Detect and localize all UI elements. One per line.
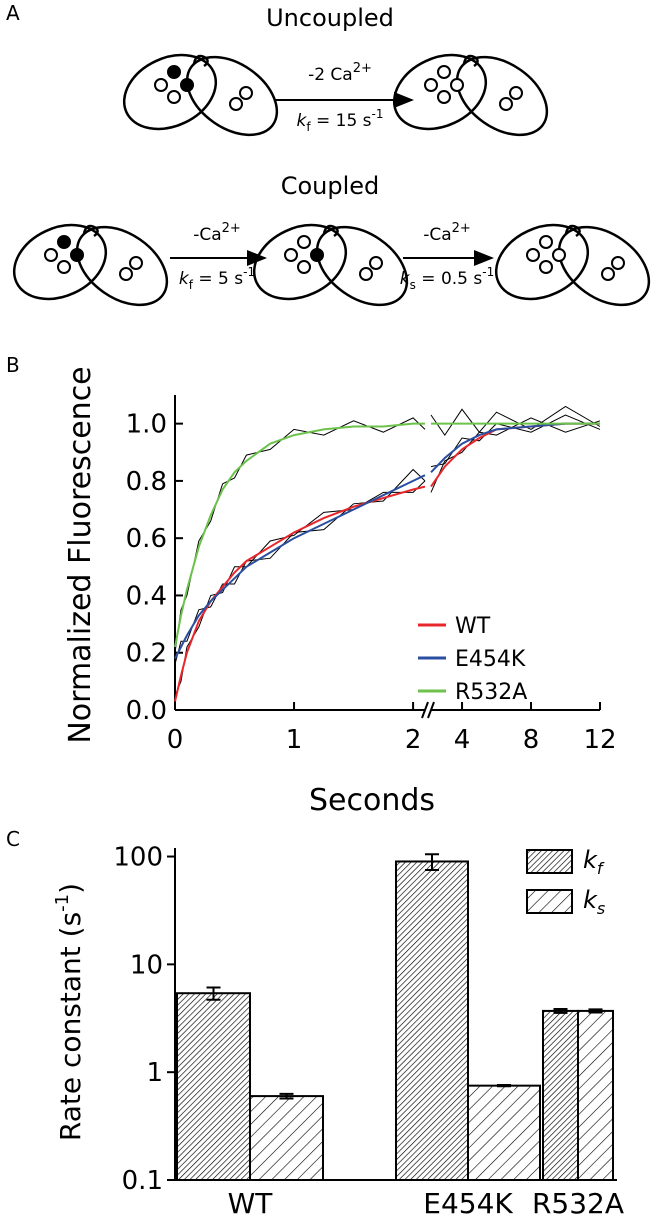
panel-label: C	[6, 827, 20, 851]
legend-label-name: k	[583, 886, 598, 914]
y-tick-label: 10	[130, 950, 163, 980]
error-bar	[553, 1008, 568, 1014]
scheme-title: Uncoupled	[266, 4, 394, 32]
y-tick-label: 0.8	[126, 467, 167, 497]
arrow-label: kf = 5 s-1	[179, 265, 255, 292]
legend-label-subscript: f	[597, 859, 605, 878]
x-tick-label: 8	[523, 725, 540, 755]
error-bar	[206, 986, 221, 1001]
legend-label: kf	[583, 846, 605, 878]
fit-line	[174, 422, 600, 702]
protein-state	[110, 39, 293, 153]
y-axis-label-part: -1	[52, 894, 73, 912]
x-tick-label: 0	[167, 725, 184, 755]
protein-state	[380, 39, 563, 153]
y-tick-label: 1.0	[126, 410, 167, 440]
protein-state	[482, 209, 663, 323]
x-tick-label: 4	[454, 725, 471, 755]
x-tick-label: 2	[405, 725, 422, 755]
bar	[467, 1084, 541, 1182]
legend-label-subscript: s	[597, 899, 605, 918]
y-tick-label: 100	[113, 843, 163, 873]
bar	[249, 1095, 324, 1181]
legend-swatch	[526, 849, 573, 874]
x-tick-label: 1	[286, 725, 303, 755]
legend-label: WT	[455, 614, 491, 639]
y-tick-label: 0.0	[126, 696, 167, 726]
arrow-label: kf = 15 s-1	[296, 107, 383, 134]
y-axis-label-part: Rate constant (s	[54, 912, 87, 1141]
protein-state	[240, 209, 423, 323]
arrow-label: ks = 0.5 s-1	[400, 265, 494, 292]
bar	[176, 992, 251, 1181]
arrow-label: -Ca2+	[193, 221, 241, 245]
arrow-label: -Ca2+	[423, 221, 471, 245]
y-axis-label: Normalized Fluorescence	[63, 366, 98, 743]
x-tick-label: R532A	[532, 1187, 624, 1220]
fit-line	[174, 422, 600, 648]
data-trace	[174, 417, 601, 696]
data-trace	[174, 405, 601, 653]
legend-label: E454K	[455, 647, 526, 672]
bar	[577, 1009, 614, 1181]
fit-line	[174, 422, 600, 659]
y-axis-label-part: )	[54, 883, 87, 894]
bar	[395, 860, 469, 1181]
x-tick-label: 12	[583, 725, 616, 755]
legend-swatch	[526, 889, 573, 914]
legend-label-name: k	[583, 846, 598, 874]
y-tick-label: 1	[146, 1058, 163, 1088]
panel-label: B	[6, 353, 20, 377]
y-tick-label: 0.6	[126, 524, 167, 554]
error-bar	[279, 1092, 294, 1100]
x-axis-label: Seconds	[309, 783, 435, 818]
error-bar	[497, 1084, 511, 1088]
legend-label: ks	[583, 886, 605, 918]
legend-label: R532A	[455, 680, 527, 705]
x-tick-label: WT	[228, 1187, 274, 1220]
error-bar	[425, 853, 439, 872]
y-tick-label: 0.1	[122, 1166, 163, 1196]
y-tick-label: 0.4	[126, 581, 167, 611]
axis-break	[421, 701, 435, 719]
scheme-title: Coupled	[281, 172, 380, 200]
error-bar	[588, 1008, 603, 1014]
y-axis-label: Rate constant (s-1)	[52, 883, 87, 1141]
data-trace	[174, 414, 601, 665]
panel-label: A	[6, 1, 20, 25]
protein-state	[0, 209, 183, 323]
x-tick-label: E454K	[423, 1187, 513, 1220]
y-tick-label: 0.2	[126, 639, 167, 669]
bar	[542, 1009, 579, 1181]
arrow-label: -2 Ca2+	[308, 61, 372, 85]
